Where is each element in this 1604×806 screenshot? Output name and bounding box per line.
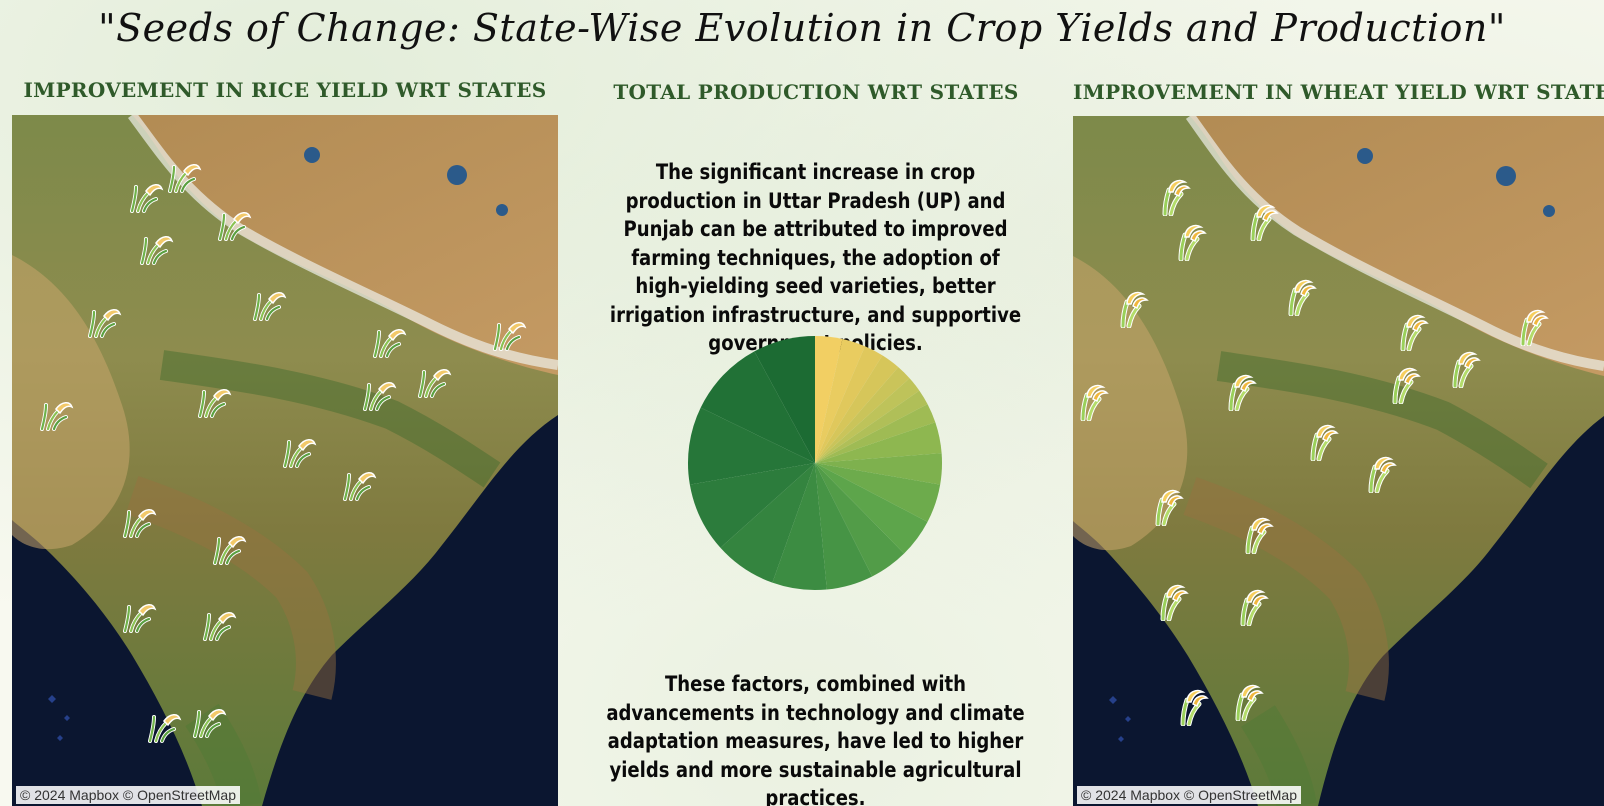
production-pie-chart <box>687 335 943 591</box>
rice-plant-icon[interactable] <box>82 300 122 340</box>
pie-slice[interactable] <box>689 463 815 548</box>
map-attribution[interactable]: © 2024 Mapbox © OpenStreetMap <box>1077 786 1301 804</box>
rice-plant-icon[interactable] <box>162 155 202 195</box>
wheat-plant-icon[interactable] <box>1513 306 1553 346</box>
wheat-yield-map[interactable]: © 2024 Mapbox © OpenStreetMap <box>1073 116 1604 806</box>
rice-plant-icon[interactable] <box>117 595 157 635</box>
rice-plant-icon[interactable] <box>247 283 287 323</box>
wheat-plant-icon[interactable] <box>1243 201 1283 241</box>
wheat-plant-icon[interactable] <box>1445 348 1485 388</box>
pie-slice[interactable] <box>815 346 883 463</box>
wheat-plant-icon[interactable] <box>1238 514 1278 554</box>
wheat-panel-title: IMPROVEMENT IN WHEAT YIELD WRT STATES <box>1073 80 1604 104</box>
wheat-plant-icon[interactable] <box>1385 364 1425 404</box>
wheat-plant-icon[interactable] <box>1171 221 1211 261</box>
pie-slice[interactable] <box>687 407 815 485</box>
dashboard-title: "Seeds of Change: State-Wise Evolution i… <box>98 6 1506 50</box>
rice-plant-icon[interactable] <box>197 603 237 643</box>
wheat-plant-icon[interactable] <box>1221 371 1261 411</box>
pie-slice[interactable] <box>772 463 827 591</box>
rice-plant-icon[interactable] <box>187 700 227 740</box>
wheat-plant-icon[interactable] <box>1361 453 1401 493</box>
pie-slice[interactable] <box>815 463 941 522</box>
rice-plant-icon[interactable] <box>277 430 317 470</box>
production-conclusion-text: These factors, combined with advancement… <box>606 672 1025 806</box>
rice-plant-icon[interactable] <box>192 380 232 420</box>
production-panel-title: TOTAL PRODUCTION WRT STATES <box>613 80 1019 104</box>
wheat-plant-icon[interactable] <box>1228 681 1268 721</box>
wheat-plant-icon[interactable] <box>1393 311 1433 351</box>
map-attribution[interactable]: © 2024 Mapbox © OpenStreetMap <box>16 786 240 804</box>
pie-slice[interactable] <box>815 404 936 463</box>
wheat-plant-icon[interactable] <box>1153 581 1193 621</box>
wheat-plant-icon[interactable] <box>1148 486 1188 526</box>
pie-slice[interactable] <box>815 463 905 577</box>
pie-slice[interactable] <box>815 463 928 554</box>
wheat-plant-icon[interactable] <box>1073 381 1113 421</box>
wheat-plant-icon[interactable] <box>1233 586 1273 626</box>
satellite-terrain <box>1073 116 1604 806</box>
pie-slice[interactable] <box>815 355 899 463</box>
rice-panel-title: IMPROVEMENT IN RICE YIELD WRT STATES <box>23 78 547 102</box>
rice-plant-icon[interactable] <box>487 313 527 353</box>
rice-plant-icon[interactable] <box>142 705 182 745</box>
rice-plant-icon[interactable] <box>117 500 157 540</box>
pie-slice[interactable] <box>815 367 910 463</box>
rice-plant-icon[interactable] <box>412 360 452 400</box>
rice-plant-icon[interactable] <box>124 175 164 215</box>
pie-slice[interactable] <box>754 335 815 463</box>
wheat-plant-icon[interactable] <box>1113 288 1153 328</box>
pie-slice[interactable] <box>815 338 865 463</box>
pie-slice[interactable] <box>815 463 873 590</box>
rice-plant-icon[interactable] <box>34 393 74 433</box>
production-panel: The significant increase in crop product… <box>558 108 1073 806</box>
pie-slice[interactable] <box>815 378 920 463</box>
pie-slice[interactable] <box>720 463 815 583</box>
rice-yield-map[interactable]: © 2024 Mapbox © OpenStreetMap <box>12 115 558 806</box>
production-explanation-text: The significant increase in crop product… <box>609 160 1022 355</box>
rice-plant-icon[interactable] <box>207 527 247 567</box>
pie-slice[interactable] <box>815 453 943 485</box>
rice-plant-icon[interactable] <box>134 227 174 267</box>
rice-plant-icon[interactable] <box>212 203 252 243</box>
pie-slice[interactable] <box>815 390 928 463</box>
wheat-plant-icon[interactable] <box>1303 421 1343 461</box>
wheat-plant-icon[interactable] <box>1155 176 1195 216</box>
wheat-plant-icon[interactable] <box>1281 276 1321 316</box>
pie-slice[interactable] <box>815 335 843 463</box>
rice-plant-icon[interactable] <box>337 463 377 503</box>
wheat-plant-icon[interactable] <box>1173 686 1213 726</box>
rice-plant-icon[interactable] <box>367 320 407 360</box>
pie-slice[interactable] <box>815 422 942 463</box>
pie-slice[interactable] <box>700 351 815 463</box>
rice-plant-icon[interactable] <box>357 373 397 413</box>
